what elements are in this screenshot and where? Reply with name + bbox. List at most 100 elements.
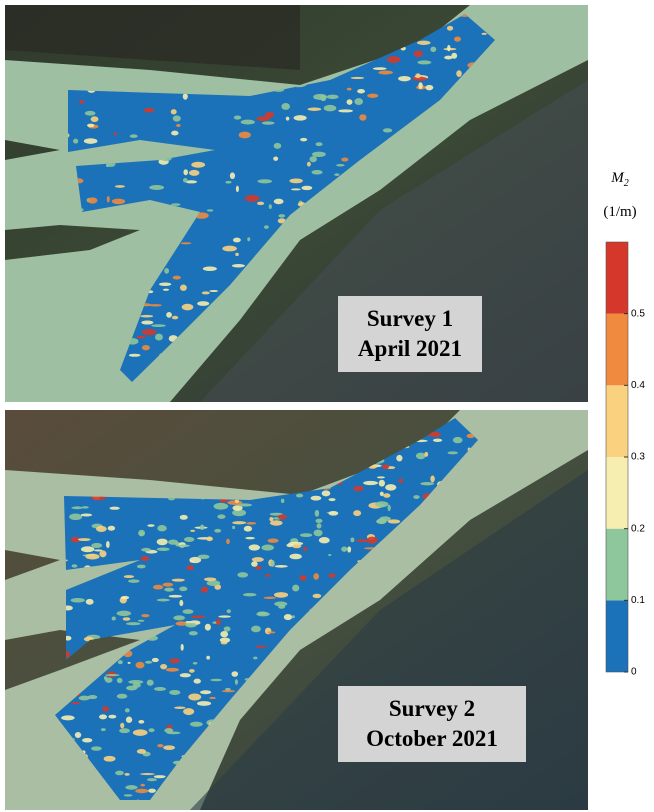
texture-speck <box>124 794 133 796</box>
texture-speck <box>144 108 154 113</box>
texture-speck <box>119 728 130 733</box>
texture-speck <box>160 664 167 669</box>
texture-speck <box>209 290 218 292</box>
texture-speck <box>284 614 292 620</box>
texture-speck <box>102 706 109 711</box>
texture-speck <box>184 537 194 542</box>
texture-speck <box>218 615 230 617</box>
texture-speck <box>273 156 278 160</box>
texture-speck <box>205 624 211 631</box>
texture-speck <box>123 617 131 621</box>
texture-speck <box>176 621 187 625</box>
texture-speck <box>152 658 159 662</box>
texture-speck <box>81 513 92 516</box>
texture-speck <box>171 131 178 136</box>
texture-speck <box>126 717 132 723</box>
texture-speck <box>482 33 487 35</box>
survey-name: Survey 1 <box>367 306 453 331</box>
texture-speck <box>252 557 264 562</box>
texture-speck <box>383 493 390 497</box>
texture-speck <box>396 455 402 461</box>
texture-speck <box>72 564 78 567</box>
texture-speck <box>207 209 213 211</box>
texture-speck <box>322 490 331 496</box>
texture-speck <box>138 620 145 622</box>
texture-speck <box>328 554 331 556</box>
texture-speck <box>135 789 148 794</box>
texture-speck <box>71 598 85 603</box>
texture-speck <box>91 543 102 548</box>
texture-speck <box>313 573 319 580</box>
texture-speck <box>329 498 336 501</box>
texture-speck <box>311 496 322 501</box>
texture-speck <box>433 439 442 442</box>
texture-speck <box>255 646 266 648</box>
texture-speck <box>415 73 420 78</box>
texture-speck <box>164 268 169 274</box>
texture-speck <box>138 720 144 724</box>
texture-speck <box>278 514 287 519</box>
texture-speck <box>379 504 384 508</box>
colorbar-bin <box>606 600 628 672</box>
texture-speck <box>350 537 354 542</box>
texture-speck <box>213 503 228 510</box>
colorbar-unit: (1/m) <box>603 204 636 220</box>
texture-speck <box>141 320 153 324</box>
texture-speck <box>200 525 204 530</box>
texture-speck <box>425 85 433 91</box>
texture-speck <box>181 242 192 244</box>
texture-speck <box>149 185 164 190</box>
texture-speck <box>84 138 98 144</box>
texture-speck <box>136 662 145 669</box>
texture-speck <box>117 611 131 616</box>
texture-speck <box>128 579 140 583</box>
colorbar-tick-label: 0.5 <box>631 308 645 319</box>
texture-speck <box>257 611 267 615</box>
texture-speck <box>341 158 348 162</box>
texture-speck <box>367 537 378 544</box>
texture-speck <box>69 514 82 521</box>
texture-speck <box>197 701 211 706</box>
texture-speck <box>357 89 365 93</box>
texture-speck <box>180 673 191 677</box>
texture-speck <box>91 116 99 122</box>
texture-speck <box>88 197 98 203</box>
texture-speck <box>137 336 146 339</box>
texture-speck <box>296 494 303 498</box>
texture-speck <box>189 669 195 673</box>
texture-speck <box>157 539 168 546</box>
texture-speck <box>75 732 81 738</box>
texture-speck <box>117 678 123 683</box>
texture-speck <box>289 554 301 560</box>
texture-speck <box>147 680 154 686</box>
texture-speck <box>155 334 163 341</box>
texture-speck <box>87 124 94 128</box>
texture-speck <box>241 120 255 125</box>
texture-speck <box>268 631 276 633</box>
texture-speck <box>140 773 155 775</box>
texture-speck <box>185 623 196 628</box>
texture-speck <box>222 246 237 252</box>
texture-speck <box>327 95 339 99</box>
texture-speck <box>416 453 426 460</box>
texture-speck <box>183 169 188 175</box>
texture-speck <box>133 729 148 735</box>
texture-speck <box>347 88 352 91</box>
texture-speck <box>162 583 173 587</box>
texture-speck <box>166 731 180 734</box>
texture-speck <box>227 609 231 613</box>
texture-speck <box>214 529 221 533</box>
texture-speck <box>137 749 146 754</box>
texture-speck <box>237 572 248 577</box>
texture-speck <box>198 555 210 559</box>
texture-speck <box>138 530 145 537</box>
texture-speck <box>225 181 231 184</box>
texture-speck <box>108 715 116 719</box>
colorbar-bin <box>606 242 628 314</box>
texture-speck <box>373 67 387 70</box>
texture-speck <box>147 778 157 781</box>
texture-speck <box>168 539 178 544</box>
texture-speck <box>353 510 361 516</box>
texture-speck <box>217 514 225 518</box>
texture-speck <box>210 679 222 682</box>
